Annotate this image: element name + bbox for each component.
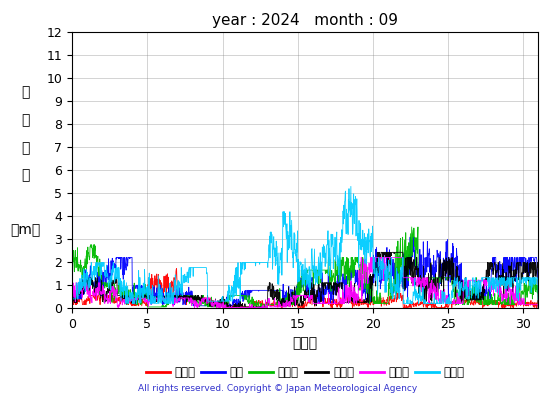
Legend: 上ノ国, 唐桑, 石廀崎, 経ヶ峬, 生月島, 屋久島: 上ノ国, 唐桑, 石廀崎, 経ヶ峬, 生月島, 屋久島: [142, 361, 469, 384]
X-axis label: （日）: （日）: [292, 337, 318, 350]
Text: 波: 波: [21, 141, 30, 155]
Text: 義: 義: [21, 113, 30, 127]
Text: 有: 有: [21, 85, 30, 100]
Text: All rights reserved. Copyright © Japan Meteorological Agency: All rights reserved. Copyright © Japan M…: [138, 384, 417, 393]
Text: 高: 高: [21, 168, 30, 182]
Text: （m）: （m）: [11, 224, 41, 238]
Title: year : 2024   month : 09: year : 2024 month : 09: [212, 13, 398, 28]
